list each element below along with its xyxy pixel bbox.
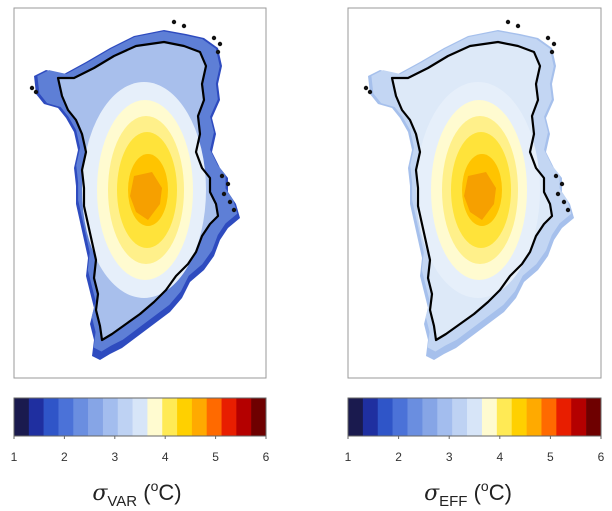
right-panel: 1 2 3 4 5 6 σEFF (oC) — [345, 7, 605, 510]
colorbar-swatch — [221, 398, 237, 436]
coast-dot — [505, 19, 511, 25]
coast-dot — [227, 199, 233, 205]
colorbar-swatch — [392, 398, 408, 436]
colorbar-swatch — [556, 398, 572, 436]
colorbar-swatch — [586, 398, 602, 436]
coast-dot — [231, 207, 237, 213]
coast-dot — [363, 85, 369, 91]
greenland-map — [29, 19, 240, 360]
colorbar-swatch — [58, 398, 74, 436]
colorbar-swatch — [437, 398, 453, 436]
colorbar-swatch — [348, 398, 364, 436]
coast-dot — [211, 35, 217, 41]
colorbar-swatch — [251, 398, 267, 436]
coast-dot — [29, 85, 35, 91]
coast-dot — [559, 181, 565, 187]
colorbar-swatch — [88, 398, 104, 436]
colorbar-swatch — [496, 398, 513, 436]
coast-dot — [553, 173, 559, 179]
greenland-map — [363, 19, 574, 360]
coast-dot — [181, 23, 187, 29]
ice-boundary-line — [390, 40, 554, 342]
coast-dot — [549, 49, 555, 55]
colorbar-swatch — [14, 398, 30, 436]
coast-dot — [171, 19, 177, 25]
peak-region — [464, 172, 496, 220]
colorbar-swatch — [147, 398, 163, 436]
colorbar-tick-label: 2 — [395, 450, 402, 464]
coast-dot — [221, 191, 227, 197]
colorbar-swatch — [236, 398, 252, 436]
colorbar-tick-label: 5 — [547, 450, 554, 464]
colorbar — [347, 397, 602, 437]
colorbar-swatch — [43, 398, 59, 436]
coast-dot — [219, 173, 225, 179]
coast-dot — [33, 89, 39, 95]
coast-dot — [555, 191, 561, 197]
coast-dot — [561, 199, 567, 205]
colorbar-swatch — [28, 398, 44, 436]
colorbar-swatch — [452, 398, 468, 436]
colorbar-swatch — [162, 398, 178, 436]
colorbar-swatch — [511, 398, 527, 436]
colorbar-ticks: 1 2 3 4 5 6 — [345, 436, 605, 464]
colorbar-tick-label: 6 — [263, 450, 270, 464]
colorbar-swatch — [362, 398, 379, 436]
colorbar-tick-label: 5 — [212, 450, 219, 464]
colorbar-tick-label: 1 — [11, 450, 18, 464]
colorbar-swatch — [571, 398, 587, 436]
coast-dot — [551, 41, 557, 47]
colorbar-swatch — [73, 398, 89, 436]
coast-dot — [217, 41, 223, 47]
left-panel: 1 2 3 4 5 6 σVAR (oC) — [11, 7, 270, 510]
colorbar-swatch — [481, 398, 498, 436]
colorbar-tick-label: 4 — [496, 450, 503, 464]
colorbar-swatch — [117, 398, 133, 436]
colorbar-swatch — [422, 398, 438, 436]
colorbar-tick-label: 3 — [111, 450, 118, 464]
coast-dot — [565, 207, 571, 213]
colorbar-swatch — [467, 398, 483, 436]
colorbar-tick-label: 6 — [598, 450, 605, 464]
peak-region — [130, 172, 162, 220]
colorbar-label: σVAR (oC) — [92, 478, 181, 510]
coast-dot — [367, 89, 373, 95]
coast-dot — [225, 181, 231, 187]
colorbar-swatch — [407, 398, 423, 436]
colorbar-swatch — [177, 398, 193, 436]
colorbar-border — [13, 397, 267, 437]
colorbar-swatch — [526, 398, 542, 436]
colorbar-tick-label: 3 — [446, 450, 453, 464]
colorbar — [13, 397, 267, 437]
colorbar-ticks: 1 2 3 4 5 6 — [11, 436, 270, 464]
colorbar-border — [347, 397, 602, 437]
coast-dot — [545, 35, 551, 41]
colorbar-swatch — [377, 398, 393, 436]
colorbar-label: σEFF (oC) — [424, 478, 512, 510]
colorbar-swatch — [132, 398, 148, 436]
colorbar-tick-label: 4 — [162, 450, 169, 464]
coast-dot — [215, 49, 221, 55]
colorbar-swatch — [191, 398, 208, 436]
ice-boundary-line — [56, 40, 220, 342]
colorbar-swatch — [541, 398, 557, 436]
colorbar-tick-label: 1 — [345, 450, 352, 464]
colorbar-swatch — [102, 398, 119, 436]
colorbar-swatch — [206, 398, 222, 436]
colorbar-tick-label: 2 — [61, 450, 68, 464]
coast-dot — [515, 23, 521, 29]
